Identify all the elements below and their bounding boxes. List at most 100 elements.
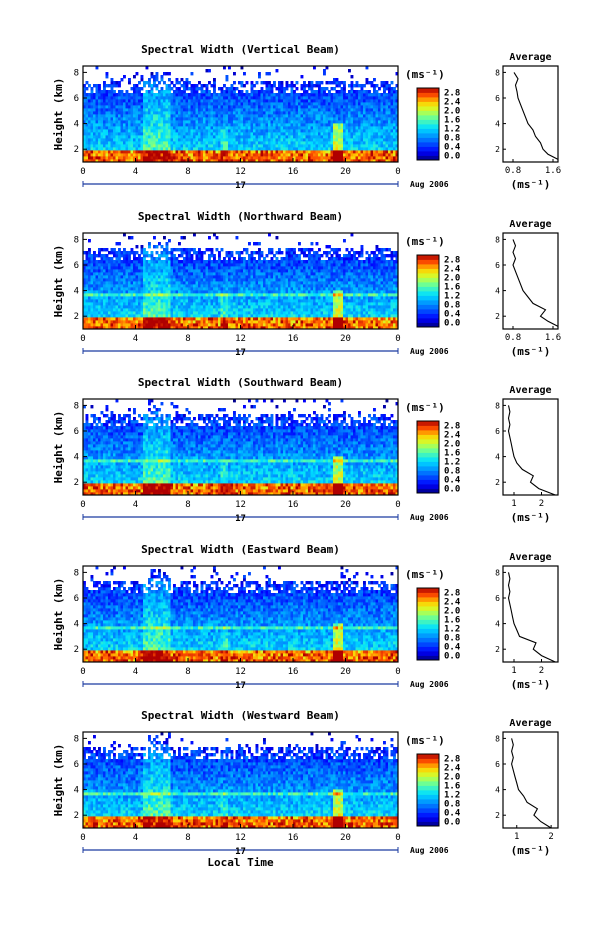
heatmap-cell: [195, 269, 199, 273]
heatmap-cell: [370, 81, 374, 85]
heatmap-cell: [203, 114, 206, 118]
heatmap-cell: [365, 147, 369, 151]
heatmap-cell: [163, 311, 166, 315]
heatmap-cell: [170, 266, 174, 270]
heatmap-cells: [83, 66, 399, 163]
heatmap-cell: [350, 150, 354, 154]
heatmap-cell: [395, 132, 399, 136]
heatmap-cell: [248, 111, 251, 115]
heatmap-cell: [188, 126, 191, 130]
heatmap-cell: [85, 272, 89, 276]
heatmap-cell: [213, 90, 216, 94]
heatmap-cell: [223, 326, 226, 330]
heatmap-cell: [170, 269, 174, 273]
heatmap-cell: [305, 153, 309, 157]
heatmap-cell: [390, 99, 394, 103]
heatmap-cell: [208, 159, 211, 163]
heatmap-cell: [170, 114, 174, 118]
heatmap-cell: [148, 156, 151, 160]
heatmap-cell: [130, 138, 134, 142]
heatmap-cell: [98, 156, 101, 160]
heatmap-cell: [350, 93, 354, 97]
heatmap-cell: [120, 314, 124, 318]
heatmap-cell: [345, 129, 349, 133]
heatmap-cell: [260, 108, 264, 112]
heatmap-cell: [128, 78, 131, 82]
heatmap-cell: [353, 132, 356, 136]
heatmap-cell: [160, 287, 164, 291]
heatmap-cell: [330, 153, 334, 157]
heatmap-cell: [95, 293, 99, 297]
heatmap-cell: [290, 96, 294, 100]
heatmap-cell: [380, 123, 384, 127]
heatmap-cell: [280, 156, 284, 160]
heatmap-cell: [85, 87, 89, 91]
heatmap-cell: [173, 90, 176, 94]
heatmap-cell: [308, 99, 311, 103]
heatmap-cell: [118, 311, 121, 315]
heatmap-cell: [140, 141, 144, 145]
heatmap-cell: [348, 84, 351, 88]
heatmap-cell: [210, 290, 214, 294]
heatmap-cell: [210, 311, 214, 315]
heatmap-cell: [148, 105, 151, 109]
heatmap-cell: [223, 159, 226, 163]
heatmap-cell: [300, 144, 304, 148]
heatmap-cell: [380, 129, 384, 133]
heatmap-cell: [98, 102, 101, 106]
heatmap-cell: [100, 248, 104, 252]
heatmap-cell: [380, 147, 384, 151]
heatmap-cell: [180, 159, 184, 163]
heatmap-cell: [165, 147, 169, 151]
heatmap-cell: [108, 302, 111, 306]
heatmap-cell: [83, 266, 86, 270]
heatmap-cell: [340, 117, 344, 121]
heatmap-cell: [145, 302, 149, 306]
heatmap-cell: [280, 141, 284, 145]
heatmap-cell: [238, 317, 241, 321]
heatmap-cell: [90, 135, 94, 139]
heatmap-cell: [95, 287, 99, 291]
heatmap-cell: [135, 290, 139, 294]
heatmap-cell: [150, 320, 154, 324]
heatmap-cell: [145, 308, 149, 312]
heatmap-cell: [190, 314, 194, 318]
heatmap-cell: [268, 81, 271, 85]
heatmap-cell: [125, 102, 129, 106]
heatmap-cell: [113, 305, 116, 309]
heatmap-cell: [108, 257, 111, 261]
heatmap-cell: [390, 102, 394, 106]
heatmap-cell: [185, 114, 189, 118]
heatmap-cell: [108, 320, 111, 324]
heatmap-cell: [210, 296, 214, 300]
heatmap-cell: [108, 93, 111, 97]
heatmap-cell: [333, 153, 336, 157]
heatmap-cell: [105, 248, 109, 252]
heatmap-cell: [210, 132, 214, 136]
heatmap-cell: [355, 96, 359, 100]
heatmap-cell: [118, 132, 121, 136]
heatmap-cell: [145, 138, 149, 142]
heatmap-cell: [293, 156, 296, 160]
heatmap-cell: [158, 326, 161, 330]
heatmap-cell: [85, 150, 89, 154]
heatmap-cell: [273, 153, 276, 157]
heatmap-cell: [150, 260, 154, 264]
heatmap-cell: [108, 272, 111, 276]
heatmap-cell: [360, 150, 364, 154]
heatmap-cell: [160, 96, 164, 100]
heatmap-cell: [330, 81, 334, 85]
heatmap-cell: [360, 147, 364, 151]
heatmap-cell: [83, 281, 86, 285]
heatmap-cell: [275, 111, 279, 115]
heatmap-cell: [180, 78, 184, 82]
heatmap-cell: [230, 129, 234, 133]
heatmap-cell: [208, 81, 211, 85]
heatmap-cell: [300, 126, 304, 130]
heatmap-cell: [220, 305, 224, 309]
heatmap-cell: [153, 141, 156, 145]
heatmap-cell: [295, 120, 299, 124]
heatmap-cell: [138, 102, 141, 106]
heatmap-cell: [363, 93, 366, 97]
heatmap-cell: [138, 308, 141, 312]
